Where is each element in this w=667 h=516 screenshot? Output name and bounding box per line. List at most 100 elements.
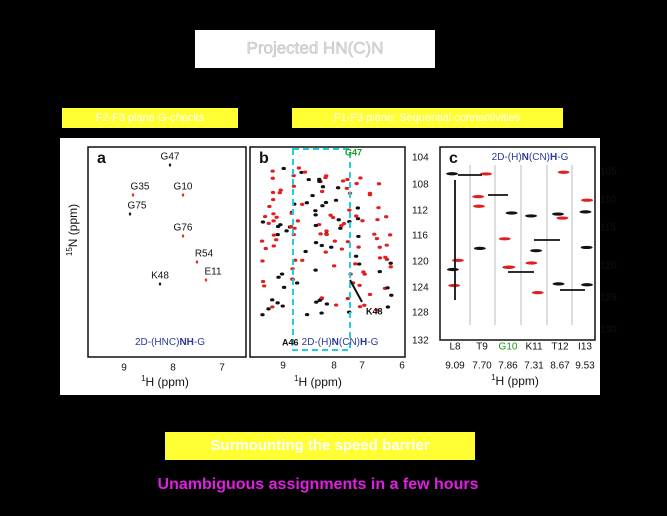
residue-label: T12 bbox=[551, 342, 569, 353]
peak bbox=[303, 249, 308, 254]
peak bbox=[294, 281, 300, 285]
peak bbox=[291, 184, 297, 188]
peak bbox=[388, 261, 393, 265]
y-tick-label: 130 bbox=[600, 325, 617, 336]
peak bbox=[377, 256, 383, 260]
peak bbox=[376, 206, 381, 210]
y-tick-label: 112 bbox=[412, 206, 428, 217]
x-tick-label: 9 bbox=[280, 361, 286, 372]
peak bbox=[335, 186, 341, 190]
axis-label: 15N (ppm) bbox=[65, 204, 80, 256]
peak bbox=[387, 233, 393, 237]
peak bbox=[361, 270, 366, 274]
x-tick-label: 9 bbox=[121, 363, 127, 374]
peak bbox=[316, 222, 322, 227]
peak bbox=[446, 172, 459, 176]
peak bbox=[275, 301, 280, 305]
peak bbox=[472, 204, 485, 208]
peak bbox=[355, 206, 361, 210]
peak bbox=[271, 244, 276, 248]
panel-letter: b bbox=[259, 150, 269, 167]
footer-headline: Surmounting the speed barrier bbox=[210, 437, 429, 454]
peak bbox=[304, 201, 310, 205]
axis-label: 1H (ppm) bbox=[141, 374, 189, 389]
peak bbox=[271, 233, 277, 237]
peak bbox=[313, 209, 318, 213]
peak bbox=[324, 232, 329, 237]
axis-label: 1H (ppm) bbox=[294, 374, 342, 389]
caption-part: -G bbox=[557, 152, 568, 163]
peak bbox=[319, 189, 325, 194]
peak bbox=[372, 232, 377, 236]
peak bbox=[299, 202, 305, 207]
peak bbox=[323, 176, 328, 180]
peak bbox=[551, 212, 564, 216]
peak bbox=[267, 204, 272, 209]
peak bbox=[293, 258, 298, 262]
caption-part: (CN) bbox=[339, 337, 360, 348]
peak bbox=[336, 218, 341, 222]
peak bbox=[579, 210, 592, 214]
arrow bbox=[349, 279, 363, 303]
peak bbox=[362, 303, 367, 307]
peak-label: G47 bbox=[161, 152, 180, 163]
peak bbox=[581, 283, 594, 287]
title: Projected HN(C)N bbox=[247, 38, 384, 57]
peak bbox=[345, 296, 351, 301]
caption-part: -G bbox=[194, 337, 205, 348]
residue-label: L8 bbox=[449, 342, 461, 353]
shift-label: 9.09 bbox=[445, 361, 465, 372]
caption-part: 2D-(HNC) bbox=[135, 337, 179, 348]
shift-label: 8.67 bbox=[550, 361, 570, 372]
peak bbox=[354, 214, 359, 218]
axis-label: 1H (ppm) bbox=[491, 373, 539, 388]
peak bbox=[581, 198, 594, 202]
peak bbox=[304, 313, 310, 317]
peak bbox=[472, 195, 485, 199]
title-box bbox=[195, 30, 435, 68]
peak bbox=[357, 305, 363, 309]
caption-part: N bbox=[332, 337, 339, 348]
peak bbox=[333, 198, 339, 202]
peak bbox=[260, 220, 266, 224]
peak bbox=[385, 286, 390, 290]
peak bbox=[324, 302, 330, 306]
peak bbox=[273, 238, 279, 242]
peak bbox=[341, 221, 347, 226]
peak bbox=[353, 262, 358, 266]
peak bbox=[498, 237, 511, 241]
peak bbox=[158, 282, 162, 286]
residue-label: T9 bbox=[476, 342, 488, 353]
peak bbox=[320, 185, 326, 189]
panel-caption: 2D-(H)N(CN)H-G bbox=[302, 337, 379, 348]
plane-label: F1-F3 plane: Sequential connectivities bbox=[334, 112, 521, 124]
peak bbox=[446, 267, 459, 272]
residue-label: G10 bbox=[499, 342, 518, 353]
peak bbox=[128, 212, 132, 216]
peak bbox=[259, 239, 265, 243]
y-tick-label: 104 bbox=[412, 153, 429, 164]
shift-label: 9.53 bbox=[575, 361, 595, 372]
x-tick-label: 7 bbox=[219, 363, 225, 374]
highlight-box bbox=[292, 148, 351, 351]
peak bbox=[168, 163, 172, 167]
peak bbox=[270, 305, 275, 309]
y-tick-label: 110 bbox=[600, 195, 616, 206]
peak-label: K48 bbox=[366, 306, 383, 316]
peak bbox=[356, 234, 361, 239]
peak bbox=[329, 245, 334, 249]
x-tick-label: 7 bbox=[359, 361, 365, 372]
peak bbox=[278, 188, 283, 192]
peak-label: G76 bbox=[174, 223, 193, 234]
caption-part: H bbox=[360, 337, 367, 348]
peak bbox=[313, 268, 318, 272]
peak bbox=[358, 176, 363, 180]
peak bbox=[319, 243, 325, 248]
peak bbox=[260, 259, 265, 263]
panel-frame bbox=[439, 146, 596, 341]
peak bbox=[266, 221, 271, 225]
peak bbox=[271, 219, 276, 223]
peak bbox=[314, 300, 319, 304]
peak bbox=[181, 234, 185, 238]
panel-frame bbox=[249, 146, 406, 358]
